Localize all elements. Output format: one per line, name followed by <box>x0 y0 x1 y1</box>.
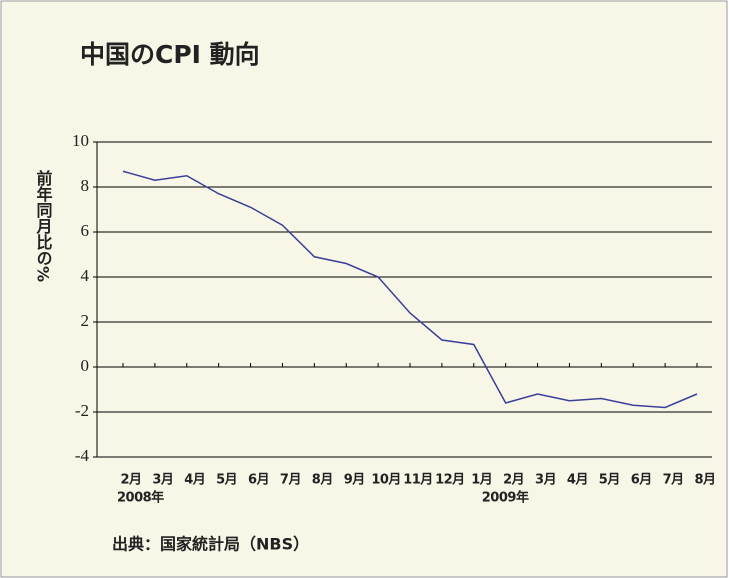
x-tick-label: 8月 <box>694 473 715 488</box>
year-label: 2008年 <box>117 490 164 506</box>
x-tick-label: 7月 <box>663 473 684 488</box>
x-tick-label: 3月 <box>535 473 556 488</box>
x-tick-label: 5月 <box>599 473 620 488</box>
x-tick-label: 2月 <box>120 473 141 488</box>
y-tick-label: -2 <box>75 401 89 420</box>
x-tick-label: 3月 <box>152 473 173 488</box>
y-tick-label: 10 <box>72 131 89 150</box>
x-tick-label: 6月 <box>631 473 652 488</box>
x-tick-label: 5月 <box>216 473 237 488</box>
y-tick-label: 0 <box>81 356 90 375</box>
x-tick-label: 9月 <box>344 473 365 488</box>
x-tick-label: 1月 <box>471 473 492 488</box>
x-tick-label: 6月 <box>248 473 269 488</box>
x-tick-label: 4月 <box>567 473 588 488</box>
x-tick-label: 12月 <box>435 473 465 488</box>
y-tick-label: 2 <box>81 311 90 330</box>
y-tick-label: 6 <box>81 221 90 240</box>
y-axis-label: 前年同月比の% <box>34 169 54 282</box>
source: 出典：国家統計局（NBS） <box>112 535 309 554</box>
x-tick-label: 7月 <box>280 473 301 488</box>
y-tick-label: 4 <box>81 266 90 285</box>
x-tick-label: 8月 <box>312 473 333 488</box>
x-tick-label: 2月 <box>503 473 524 488</box>
x-tick-label: 4月 <box>184 473 205 488</box>
y-tick-label: 8 <box>81 176 90 195</box>
cpi-line <box>122 170 698 409</box>
year-label: 2009年 <box>482 490 529 506</box>
x-tick-label: 11月 <box>403 473 433 488</box>
y-tick-label: -4 <box>75 446 90 465</box>
x-tick-label: 10月 <box>371 473 401 488</box>
chart-title: 中国のCPI 動向 <box>80 40 260 69</box>
